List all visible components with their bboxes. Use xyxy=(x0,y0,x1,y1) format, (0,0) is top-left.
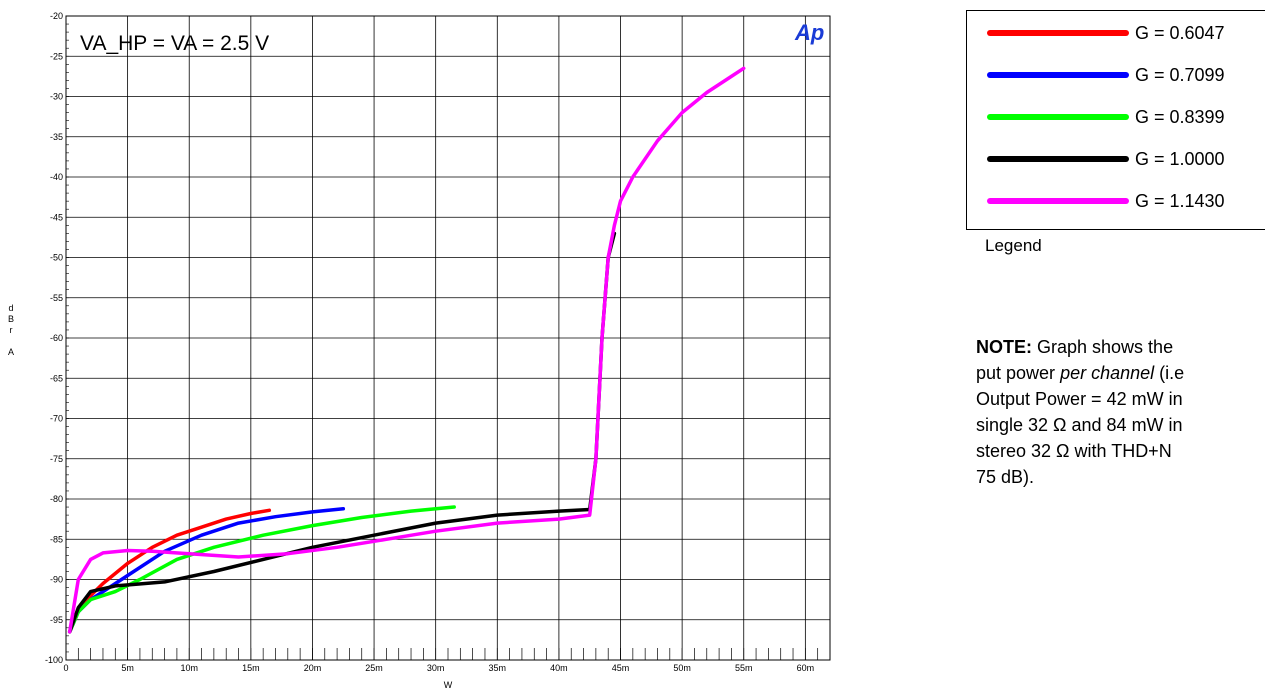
x-tick-label: 30m xyxy=(427,663,445,673)
legend-label: G = 0.7099 xyxy=(1135,64,1225,85)
y-tick-label: -60 xyxy=(50,333,63,343)
y-tick-label: -45 xyxy=(50,212,63,222)
legend-swatch xyxy=(987,198,1129,204)
y-tick-label: -30 xyxy=(50,92,63,102)
legend-swatch xyxy=(987,30,1129,36)
legend-item: G = 0.7099 xyxy=(987,60,1225,90)
series-lines xyxy=(67,66,746,634)
x-tick-label: 35m xyxy=(489,663,507,673)
y-tick-label: -90 xyxy=(50,575,63,585)
plot-frame xyxy=(65,15,831,661)
y-tick-label: -65 xyxy=(50,373,63,383)
y-axis-label-char: B xyxy=(7,314,14,324)
x-minor-ticks xyxy=(66,23,819,660)
ap-logo-icon: Ap xyxy=(794,20,824,45)
axis-tick-labels: 0 5m 10m 15m 20m 25m 30m 35m 40m 45m 50m 55m 60m -20 -… xyxy=(45,11,814,673)
note-line: put power per channel (i.e xyxy=(976,360,1265,386)
legend-caption: Legend xyxy=(985,236,1042,255)
y-tick-label: -25 xyxy=(50,51,63,61)
y-tick-label: -55 xyxy=(50,293,63,303)
y-axis-label-char: d xyxy=(8,303,14,313)
y-tick-label: -70 xyxy=(50,414,63,424)
y-tick-label: -20 xyxy=(50,11,63,21)
note-text-part: (i.e xyxy=(1154,363,1185,383)
y-tick-label: -50 xyxy=(50,253,63,263)
grid xyxy=(66,16,830,660)
note-line: Output Power = 42 mW in xyxy=(976,389,1183,409)
legend-swatch xyxy=(987,72,1129,78)
series-line-1 xyxy=(67,508,272,634)
y-tick-label: -75 xyxy=(50,454,63,464)
x-tick-label: 0 xyxy=(63,663,68,673)
legend-label: G = 0.8399 xyxy=(1135,106,1225,127)
y-tick-label: -40 xyxy=(50,172,63,182)
series-line-5 xyxy=(67,66,746,634)
y-axis-label-char xyxy=(4,336,18,347)
legend-item: G = 0.6047 xyxy=(987,18,1225,48)
x-tick-label: 20m xyxy=(304,663,322,673)
x-tick-label: 50m xyxy=(673,663,691,673)
legend-swatch xyxy=(987,156,1129,162)
legend-item: G = 1.1430 xyxy=(987,186,1225,216)
note-line: NOTE: Graph shows the xyxy=(976,334,1265,360)
legend-item: G = 1.0000 xyxy=(987,144,1225,174)
legend-swatch xyxy=(987,114,1129,120)
x-tick-label: 60m xyxy=(797,663,815,673)
x-tick-label: 40m xyxy=(550,663,568,673)
y-tick-label: -100 xyxy=(45,655,63,665)
note-text-part: Graph shows the xyxy=(1032,337,1174,357)
note-line: stereo 32 Ω with THD+N xyxy=(976,441,1172,461)
y-tick-label: -85 xyxy=(50,534,63,544)
legend-label: G = 1.0000 xyxy=(1135,148,1225,169)
note-emphasis: per channel xyxy=(1060,363,1155,383)
x-tick-label: 10m xyxy=(180,663,198,673)
note-heading: NOTE: xyxy=(976,337,1032,357)
legend: G = 0.6047 G = 0.7099 G = 0.8399 G = 1.0… xyxy=(966,10,1265,230)
x-tick-label: 15m xyxy=(242,663,260,673)
x-tick-label: 45m xyxy=(612,663,630,673)
y-tick-label: -80 xyxy=(50,494,63,504)
x-axis-label: W xyxy=(444,680,453,690)
legend-label: G = 1.1430 xyxy=(1135,190,1225,211)
x-tick-label: 55m xyxy=(735,663,753,673)
y-tick-label: -35 xyxy=(50,132,63,142)
y-axis-label: d B r A xyxy=(4,303,18,358)
legend-item: G = 0.8399 xyxy=(987,102,1225,132)
note-text-part: put power xyxy=(976,363,1061,383)
chart-title: VA_HP = VA = 2.5 V xyxy=(80,32,269,55)
note-line: 75 dB). xyxy=(976,467,1035,487)
note-text: NOTE: Graph shows the put power per chan… xyxy=(976,334,1265,490)
x-tick-label: 25m xyxy=(365,663,383,673)
legend-label: G = 0.6047 xyxy=(1135,22,1225,43)
y-axis-label-char: r xyxy=(9,325,13,335)
y-axis-label-char: A xyxy=(7,347,14,357)
x-tick-label: 5m xyxy=(121,663,134,673)
y-tick-label: -95 xyxy=(50,615,63,625)
note-line: single 32 Ω and 84 mW in xyxy=(976,415,1183,435)
